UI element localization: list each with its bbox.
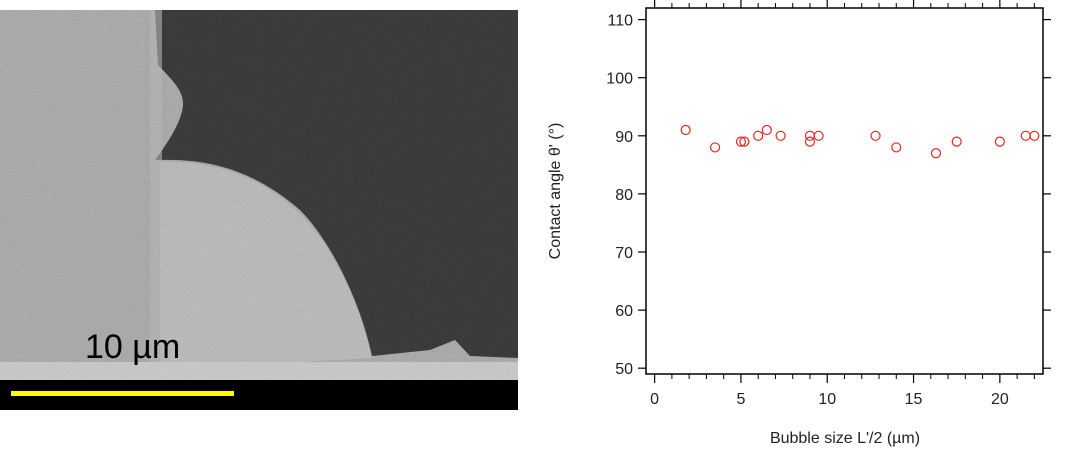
y-tick-label: 80 bbox=[615, 187, 633, 204]
data-point bbox=[680, 124, 691, 136]
contact-angle-chart: 0 5 10 15 20 50 60 70 80 90 100 110 Bubble size L'/… bbox=[547, 0, 1051, 447]
y-tick-label: 70 bbox=[615, 245, 633, 262]
data-points bbox=[680, 124, 1040, 159]
data-point bbox=[1029, 130, 1040, 141]
plot-frame bbox=[645, 7, 1044, 375]
data-point bbox=[804, 136, 816, 147]
data-point bbox=[994, 136, 1005, 147]
data-point bbox=[761, 124, 772, 136]
data-point bbox=[775, 130, 786, 141]
x-tick-label: 5 bbox=[736, 391, 745, 408]
y-tick-label: 100 bbox=[606, 71, 633, 88]
data-point bbox=[735, 136, 747, 147]
dark-region bbox=[155, 10, 518, 358]
data-point bbox=[813, 130, 824, 141]
y-axis-label: Contact angle θ' (°) bbox=[547, 123, 564, 260]
data-point bbox=[739, 136, 750, 147]
data-point bbox=[1020, 130, 1031, 141]
tick-labels: 0 5 10 15 20 50 60 70 80 90 100 110 bbox=[606, 13, 1009, 408]
data-point bbox=[709, 142, 721, 153]
x-tick-label: 15 bbox=[905, 391, 923, 408]
scale-bar bbox=[11, 391, 234, 396]
data-point bbox=[870, 130, 881, 141]
y-tick-label: 50 bbox=[615, 361, 633, 378]
y-tick-label: 90 bbox=[615, 129, 633, 146]
scale-bar-label: 10 µm bbox=[85, 328, 180, 366]
x-tick-label: 0 bbox=[650, 391, 659, 408]
data-point bbox=[891, 142, 902, 153]
data-point bbox=[753, 130, 764, 141]
y-tick-label: 110 bbox=[607, 13, 633, 30]
axis-ticks bbox=[638, 0, 1051, 383]
x-tick-label: 20 bbox=[991, 391, 1009, 408]
x-tick-label: 10 bbox=[818, 391, 836, 408]
bottom-edge bbox=[0, 362, 518, 380]
x-axis-label: Bubble size L'/2 (µm) bbox=[770, 430, 920, 447]
micrograph-image: 10 µm bbox=[0, 10, 518, 410]
bubble-region bbox=[160, 161, 372, 370]
data-point bbox=[951, 136, 962, 147]
y-tick-label: 60 bbox=[615, 303, 633, 320]
data-point bbox=[930, 148, 942, 159]
vertical-edge bbox=[150, 10, 162, 380]
